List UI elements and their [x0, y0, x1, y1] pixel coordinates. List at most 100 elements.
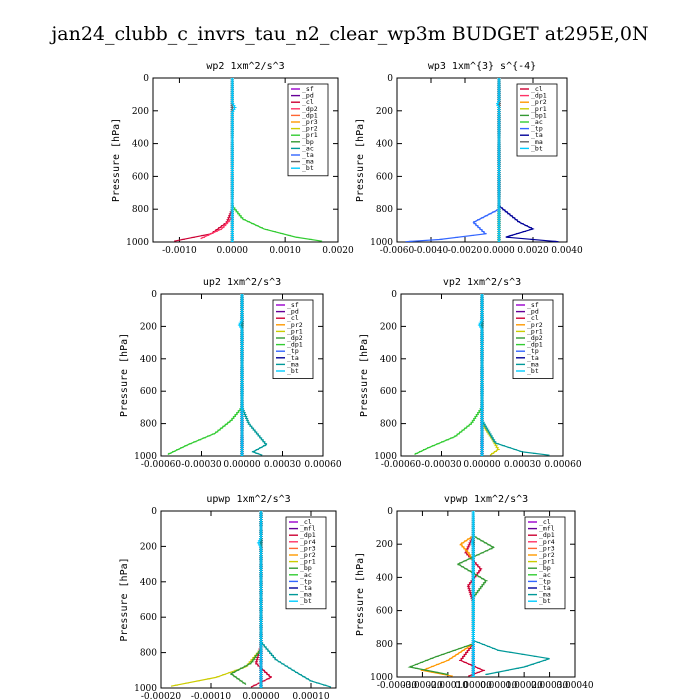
legend-entry: _tp: [527, 347, 539, 355]
series-line: [167, 294, 243, 455]
y-tick-label: 800: [140, 420, 157, 430]
y-axis-label: Pressure [hPa]: [359, 333, 370, 417]
x-tick-label: -0.0010: [162, 246, 197, 256]
x-tick-label: 0.0010: [269, 246, 301, 256]
legend-entry: _tp: [287, 347, 299, 355]
legend-entry: _bp1: [531, 111, 547, 119]
legend-entry: _bt: [302, 164, 314, 172]
legend-box: [272, 299, 314, 379]
panel-title: upwp 1xm^2/s^3: [206, 494, 290, 505]
x-tick-label: 0.00000: [463, 460, 500, 470]
x-tick-label: -0.00030: [181, 460, 222, 470]
series-line: [173, 78, 233, 242]
x-tick-label: -0.00060: [141, 460, 182, 470]
y-tick-label: 400: [380, 355, 397, 365]
series-line: [481, 294, 499, 456]
series-line: [229, 511, 262, 685]
y-tick-label: 200: [140, 542, 157, 552]
legend-entry: _pr2: [527, 321, 543, 329]
y-tick-label: 0: [391, 290, 397, 300]
y-tick-label: 200: [380, 322, 397, 332]
legend-entry: _ta: [531, 131, 543, 139]
x-tick-label: -0.0060: [380, 246, 415, 256]
legend: _sf_pd_cl_pr2_pr1_dp2_dp1_tp_ta_ma_bt: [512, 299, 554, 379]
x-tick-label: 0.0040: [551, 246, 583, 256]
panel-title: wp2 1xm^2/s^3: [206, 61, 284, 72]
legend-entry: _bt: [287, 367, 299, 375]
y-tick-label: 800: [376, 205, 393, 215]
y-tick-label: 800: [132, 205, 149, 215]
y-tick-label: 1000: [126, 238, 149, 248]
legend-entry: _ma: [531, 138, 543, 146]
chart-panel-4: vp2 1xm^2/s^3 0 200 400 600 800 1000-0.00060 -0…: [359, 277, 582, 470]
legend: _sf_pd_cl_dp2_dp1_pr3_pr2_pr1_bp_ac_ta_m…: [287, 83, 329, 177]
y-tick-label: 0: [151, 507, 157, 517]
legend-entry: _pr1: [302, 131, 318, 139]
y-tick-label: 0: [143, 74, 149, 84]
legend-entry: _dp2: [302, 105, 318, 113]
legend: _cl_dp1_pr2_pr1_bp1_ac_tp_ta_ma_bt: [516, 83, 558, 157]
y-tick-label: 600: [140, 387, 157, 397]
legend-entry: _ta: [527, 354, 539, 362]
x-tick-label: -0.0040: [414, 246, 449, 256]
y-axis-label: Pressure [hPa]: [119, 333, 130, 417]
x-tick-label: 0.0020: [322, 246, 354, 256]
chart-panel-2: wp3 1xm^{3} s^{-4}02004006008001000-0.00…: [355, 61, 583, 256]
legend-entry: _bt: [527, 367, 539, 375]
legend-entry: _dp2: [287, 334, 303, 342]
legend-entry: _pr2: [302, 125, 318, 133]
y-axis-label: Pressure [hPa]: [111, 118, 122, 202]
legend-box: [512, 299, 554, 379]
legend-entry: _pd: [527, 308, 539, 316]
chart-panel-3: up2 1xm^2/s^3 0 200 400 600 800 1000-0.00060 -0…: [119, 277, 342, 470]
figure-title: jan24_clubb_c_invrs_tau_n2_clear_wp3m BU…: [49, 23, 648, 45]
legend-entry: _ma: [302, 158, 314, 166]
y-tick-label: 400: [132, 140, 149, 150]
series-group: [173, 78, 323, 242]
y-tick-label: 600: [132, 172, 149, 182]
x-tick-label: 0.00000: [223, 460, 260, 470]
legend-entry: _sf: [527, 301, 539, 309]
chart-panel-5: upwp 1xm^2/s^3 0 200 400 600 800 1000-0.00020 -…: [119, 494, 337, 700]
panel-title: up2 1xm^2/s^3: [203, 277, 281, 288]
legend-entry: _cl: [302, 98, 314, 106]
y-tick-label: 400: [376, 140, 393, 150]
legend-entry: _pd: [287, 308, 299, 316]
chart-panel-1: wp2 1xm^2/s^3 0 200 400 600 800 1000 -0.0010 0.0…: [111, 61, 354, 256]
panel-title: vp2 1xm^2/s^3: [443, 277, 521, 288]
y-tick-label: 800: [140, 649, 157, 659]
y-tick-label: 800: [380, 420, 397, 430]
panel-title: wp3 1xm^{3} s^{-4}: [428, 61, 536, 72]
y-tick-label: 200: [140, 322, 157, 332]
legend-entry: _tp: [531, 125, 543, 133]
legend-entry: _sf: [287, 301, 299, 309]
series-line: [200, 78, 233, 240]
legend-entry: _pr2: [531, 98, 547, 106]
legend-entry: _ac: [531, 118, 543, 126]
legend-entry: _bp: [302, 138, 314, 146]
series-group: [414, 294, 550, 456]
legend-entry: _ma: [527, 360, 539, 368]
plot-frame: [396, 77, 568, 243]
x-tick-label: 0.00060: [544, 460, 581, 470]
legend-entry: _pr1: [527, 327, 543, 335]
y-tick-label: 1000: [370, 238, 393, 248]
x-tick-label: -0.00020: [141, 692, 182, 700]
legend-entry: _cl: [287, 314, 299, 322]
legend-entry: _pr1: [531, 105, 547, 113]
legend-entry: _pr3: [302, 118, 318, 126]
legend-entry: _bt: [531, 144, 543, 152]
legend-entry: _ma: [287, 360, 299, 368]
y-tick-label: 600: [380, 387, 397, 397]
series-group: [170, 511, 332, 688]
legend-entry: _cl: [527, 314, 539, 322]
x-tick-label: 0.00030: [504, 460, 541, 470]
y-tick-label: 600: [140, 613, 157, 623]
legend-box: [287, 83, 329, 177]
legend-entry: _sf: [302, 85, 314, 93]
y-tick-label: 0: [387, 74, 393, 84]
y-tick-label: 600: [376, 172, 393, 182]
legend-entry: _pr1: [287, 327, 303, 335]
panels: wp2 1xm^2/s^3 0 200 400 600 800 1000 -0.0010 0.0…: [111, 61, 594, 700]
legend-entry: _ta: [302, 151, 314, 159]
